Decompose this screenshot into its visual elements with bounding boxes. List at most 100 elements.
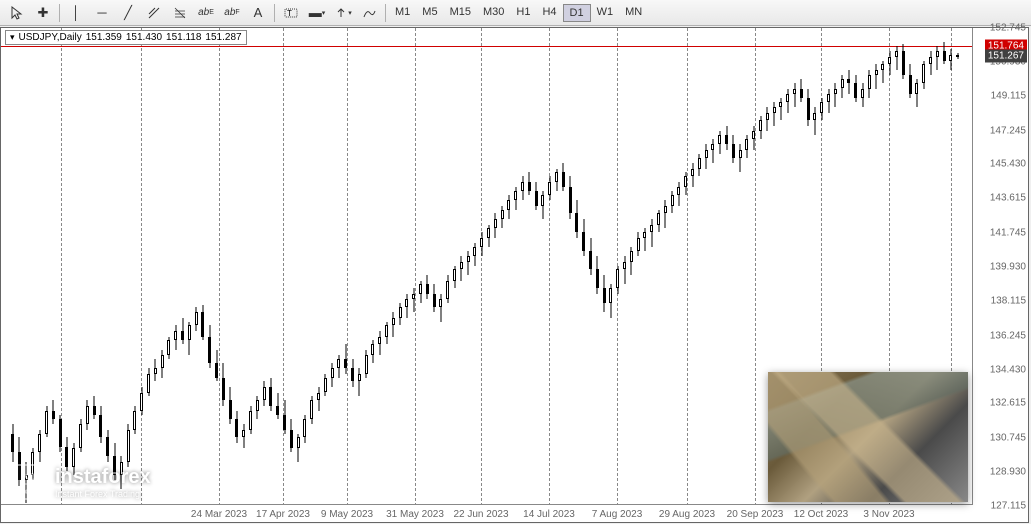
candle bbox=[575, 200, 578, 237]
timeframe-h4[interactable]: H4 bbox=[536, 4, 562, 22]
candle bbox=[657, 210, 660, 232]
y-tick: 149.115 bbox=[991, 90, 1026, 101]
candle bbox=[127, 424, 130, 467]
watermark: instaforex Instant Forex Trading bbox=[11, 464, 151, 500]
hline-tool-icon[interactable]: ─ bbox=[90, 2, 114, 24]
shapes-tool-icon[interactable]: ▬ ▾ bbox=[305, 2, 329, 24]
candle bbox=[800, 79, 803, 101]
x-tick: 14 Jul 2023 bbox=[523, 509, 575, 520]
candle bbox=[609, 284, 612, 318]
candle bbox=[405, 294, 408, 318]
candle bbox=[555, 169, 558, 191]
candle bbox=[650, 219, 653, 247]
candle bbox=[331, 363, 334, 387]
candle bbox=[419, 281, 422, 303]
candle bbox=[79, 419, 82, 453]
timeframe-buttons: M1M5M15M30H1H4D1W1MN bbox=[389, 4, 648, 22]
candle bbox=[412, 288, 415, 312]
symbol-label: USDJPY,Daily bbox=[19, 32, 82, 43]
candle bbox=[161, 350, 164, 378]
candle bbox=[371, 340, 374, 362]
candle bbox=[548, 176, 551, 200]
candle bbox=[310, 396, 313, 424]
candle bbox=[752, 126, 755, 150]
candle bbox=[664, 200, 667, 228]
crosshair-tool-icon[interactable]: ✚ bbox=[31, 2, 55, 24]
horizontal-line[interactable] bbox=[1, 46, 973, 47]
candle bbox=[45, 406, 48, 438]
y-tick: 130.745 bbox=[990, 433, 1026, 444]
candle bbox=[759, 116, 762, 138]
candle bbox=[922, 61, 925, 89]
fibo-tool-icon[interactable] bbox=[168, 2, 192, 24]
candle bbox=[446, 275, 449, 303]
candle bbox=[195, 307, 198, 331]
candle bbox=[541, 191, 544, 219]
candle bbox=[813, 107, 816, 135]
timeframe-d1[interactable]: D1 bbox=[563, 4, 591, 22]
candle bbox=[569, 176, 572, 219]
timeframe-h1[interactable]: H1 bbox=[510, 4, 536, 22]
x-tick: 29 Aug 2023 bbox=[659, 509, 715, 520]
candle bbox=[487, 225, 490, 247]
y-tick: 132.615 bbox=[990, 398, 1026, 409]
candle bbox=[188, 322, 191, 356]
candle bbox=[888, 51, 891, 75]
y-tick: 152.745 bbox=[990, 23, 1026, 34]
label-tool-icon[interactable]: T bbox=[279, 2, 303, 24]
candle bbox=[385, 322, 388, 344]
collapse-icon[interactable]: ▾ bbox=[10, 32, 15, 43]
y-tick: 141.745 bbox=[990, 228, 1026, 239]
text-tool-f-icon[interactable]: abF bbox=[220, 2, 244, 24]
candle bbox=[725, 126, 728, 150]
candle bbox=[358, 368, 361, 396]
candle bbox=[847, 70, 850, 94]
timeframe-m5[interactable]: M5 bbox=[416, 4, 443, 22]
candle bbox=[956, 53, 959, 59]
candle bbox=[337, 355, 340, 377]
candle bbox=[779, 98, 782, 120]
arrows-tool-icon[interactable]: ▾ bbox=[331, 2, 355, 24]
candle bbox=[671, 191, 674, 213]
separator bbox=[274, 4, 275, 22]
studies-tool-icon[interactable] bbox=[357, 2, 381, 24]
candle bbox=[167, 337, 170, 359]
candle bbox=[106, 430, 109, 462]
vline-tool-icon[interactable]: │ bbox=[64, 2, 88, 24]
candle bbox=[378, 331, 381, 355]
candle bbox=[147, 368, 150, 396]
candle bbox=[643, 228, 646, 250]
timeframe-m1[interactable]: M1 bbox=[389, 4, 416, 22]
candle bbox=[467, 251, 470, 275]
candle bbox=[99, 406, 102, 443]
text-tool-e-icon[interactable]: abE bbox=[194, 2, 218, 24]
candle bbox=[276, 393, 279, 419]
candle bbox=[861, 83, 864, 107]
x-tick: 7 Aug 2023 bbox=[592, 509, 643, 520]
x-tick: 17 Apr 2023 bbox=[256, 509, 310, 520]
chart-header[interactable]: ▾ USDJPY,Daily 151.359 151.430 151.118 1… bbox=[5, 30, 247, 45]
candle bbox=[902, 44, 905, 79]
text-tool-a-icon[interactable]: A bbox=[246, 2, 270, 24]
grid-vline bbox=[141, 28, 142, 506]
x-tick: 20 Sep 2023 bbox=[727, 509, 784, 520]
candle bbox=[535, 182, 538, 210]
channel-tool-icon[interactable] bbox=[142, 2, 166, 24]
cursor-tool-icon[interactable] bbox=[5, 2, 29, 24]
y-tick: 128.930 bbox=[990, 467, 1026, 478]
candle bbox=[86, 400, 89, 430]
candle bbox=[399, 303, 402, 325]
timeframe-m30[interactable]: M30 bbox=[477, 4, 510, 22]
candle bbox=[943, 42, 946, 64]
x-tick: 31 May 2023 bbox=[386, 509, 444, 520]
candle bbox=[827, 89, 830, 113]
candle bbox=[453, 266, 456, 288]
timeframe-mn[interactable]: MN bbox=[619, 4, 648, 22]
candle bbox=[344, 344, 347, 374]
timeframe-w1[interactable]: W1 bbox=[591, 4, 620, 22]
candle bbox=[820, 98, 823, 120]
trendline-tool-icon[interactable]: ╱ bbox=[116, 2, 140, 24]
timeframe-m15[interactable]: M15 bbox=[444, 4, 477, 22]
candle bbox=[868, 70, 871, 98]
candle bbox=[256, 396, 259, 418]
